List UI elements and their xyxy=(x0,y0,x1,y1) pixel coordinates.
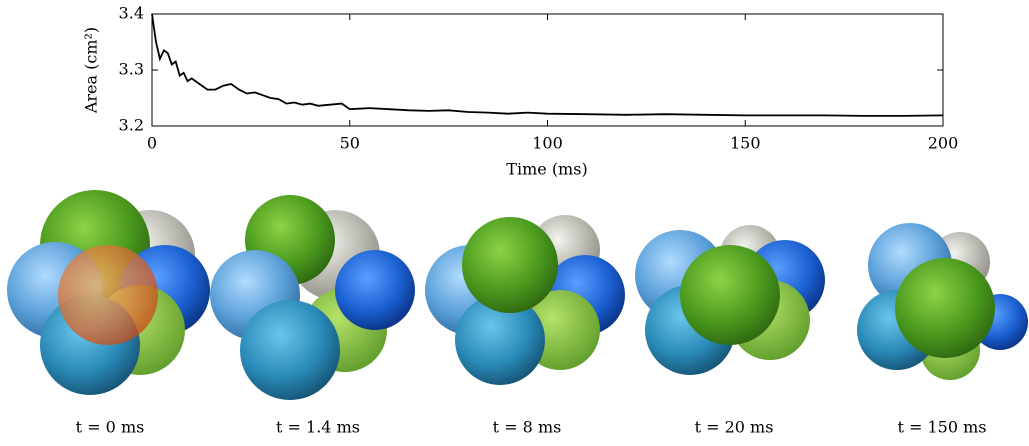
y-tick-label: 3.4 xyxy=(119,4,144,23)
x-tick-label: 200 xyxy=(928,134,959,153)
caption: t = 8 ms xyxy=(493,418,562,437)
caption: t = 0 ms xyxy=(76,418,145,437)
cluster xyxy=(7,190,210,395)
cluster xyxy=(635,225,825,375)
caption: t = 150 ms xyxy=(897,418,986,437)
x-tick-label: 150 xyxy=(730,134,761,153)
y-tick-label: 3.2 xyxy=(119,116,144,135)
data-line xyxy=(151,13,944,117)
x-tick-label: 100 xyxy=(532,134,563,153)
cluster xyxy=(857,223,1028,380)
y-axis-label: Area (cm²) xyxy=(82,27,101,114)
cluster xyxy=(425,215,625,385)
plot-frame xyxy=(151,13,944,127)
x-tick-label: 0 xyxy=(147,134,157,153)
y-tick-label: 3.3 xyxy=(119,60,144,79)
cluster-renders xyxy=(7,190,1028,400)
x-tick-label: 50 xyxy=(340,134,360,153)
caption: t = 20 ms xyxy=(695,418,774,437)
cluster xyxy=(210,195,415,400)
x-axis-label: Time (ms) xyxy=(506,160,587,179)
caption: t = 1.4 ms xyxy=(276,418,360,437)
